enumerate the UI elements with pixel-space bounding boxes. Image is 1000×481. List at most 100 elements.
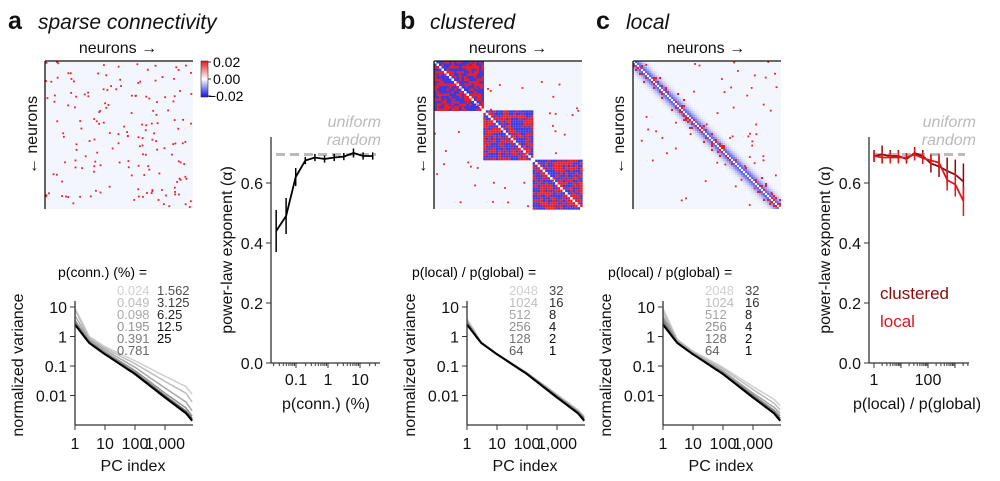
- matrix-cell: [444, 63, 447, 66]
- matrix-cell: [659, 91, 661, 93]
- matrix-cell: [471, 68, 474, 71]
- connection-dot: [177, 127, 180, 130]
- matrix-cell: [439, 86, 442, 89]
- matrix-cell: [739, 167, 741, 169]
- matrix-cell: [528, 117, 531, 121]
- legend-entry: 1: [745, 343, 752, 358]
- matrix-cell: [773, 195, 775, 197]
- matrix-cell: [767, 197, 769, 199]
- matrix-cell: [490, 112, 494, 116]
- matrix-cell: [657, 91, 659, 93]
- matrix-cell: [503, 127, 506, 131]
- matrix-cell: [765, 199, 767, 201]
- matrix-cell: [651, 71, 653, 73]
- matrix-cell: [749, 173, 751, 175]
- matrix-cell: [436, 81, 439, 84]
- matrix-cell: [545, 172, 548, 175]
- matrix-cell: [557, 184, 561, 188]
- matrix-cell: [695, 137, 697, 139]
- matrix-cell: [643, 85, 645, 87]
- matrix-cell: [655, 71, 657, 73]
- matrix-cell: [479, 83, 482, 86]
- matrix-cell: [488, 150, 491, 153]
- matrix-cell: [727, 149, 729, 151]
- matrix-cell: [490, 122, 494, 126]
- matrix-cell: [471, 61, 474, 64]
- matrix-cell: [743, 169, 745, 171]
- matrix-cell: [699, 131, 701, 133]
- matrix-cell: [451, 96, 454, 99]
- matrix-cell: [713, 127, 715, 129]
- connection-dot: [639, 66, 642, 69]
- matrix-cell: [647, 73, 649, 75]
- matrix-cell: [456, 76, 459, 79]
- matrix-cell: [633, 65, 635, 67]
- matrix-cell: [545, 169, 548, 173]
- matrix-cell: [555, 172, 558, 175]
- connection-dot: [489, 89, 492, 92]
- matrix-cell: [575, 164, 578, 168]
- matrix-cell: [703, 139, 705, 141]
- matrix-cell: [681, 111, 683, 113]
- matrix-cell: [525, 150, 529, 153]
- matrix-cell: [520, 112, 524, 116]
- matrix-cell: [476, 86, 479, 89]
- matrix-cell: [747, 167, 749, 169]
- matrix-cell: [459, 103, 462, 106]
- matrix-cell: [701, 139, 703, 141]
- matrix-cell: [550, 162, 553, 165]
- matrix-cell: [537, 184, 541, 188]
- matrix-cell: [530, 152, 534, 156]
- connection-dot: [45, 195, 47, 198]
- matrix-cell: [655, 89, 657, 91]
- connection-dot: [774, 72, 776, 75]
- matrix-cell: [469, 61, 472, 64]
- matrix-cell: [510, 122, 514, 126]
- connection-dot: [675, 121, 677, 124]
- matrix-cell: [641, 77, 643, 79]
- matrix-cell: [729, 143, 731, 145]
- matrix-cell: [687, 105, 689, 107]
- y-tick-label: 1: [58, 330, 67, 347]
- matrix-cell: [488, 132, 491, 136]
- panel-letter-c: c: [596, 7, 610, 35]
- matrix-cell: [451, 88, 454, 91]
- matrix-cell: [545, 182, 548, 185]
- matrix-cell: [671, 95, 673, 97]
- matrix-cell: [567, 204, 571, 208]
- matrix-cell: [505, 127, 509, 131]
- matrix-cell: [471, 86, 474, 89]
- matrix-cell: [719, 153, 721, 155]
- matrix-cell: [540, 169, 543, 173]
- matrix-cell: [567, 172, 571, 175]
- matrix-cell: [466, 98, 469, 101]
- matrix-cell: [713, 141, 715, 143]
- matrix-cell: [520, 117, 524, 121]
- matrix-cell: [436, 61, 439, 64]
- matrix-cell: [454, 73, 457, 76]
- matrix-cell: [469, 108, 472, 111]
- matrix-cell: [562, 184, 566, 188]
- matrix-cell: [454, 96, 457, 99]
- matrix-cell: [753, 171, 755, 173]
- matrix-cell: [725, 153, 727, 155]
- matrix-cell: [513, 115, 516, 118]
- matrix-cell: [777, 195, 779, 197]
- matrix-cell: [436, 103, 439, 106]
- connection-dot: [465, 85, 468, 88]
- matrix-cell: [723, 163, 725, 165]
- matrix-cell: [449, 66, 452, 69]
- matrix-cell: [537, 199, 541, 203]
- matrix-cell: [456, 91, 459, 94]
- matrix-cell: [697, 113, 699, 115]
- matrix-cell: [488, 155, 491, 158]
- matrix-cell: [481, 103, 484, 106]
- matrix-cell: [523, 157, 526, 161]
- matrix-cell: [518, 120, 521, 123]
- matrix-cell: [552, 194, 556, 198]
- matrix-cell: [560, 184, 563, 188]
- matrix-cell: [709, 135, 711, 137]
- matrix-cell: [717, 137, 719, 139]
- connection-dot: [492, 181, 495, 184]
- matrix-cell: [693, 113, 695, 115]
